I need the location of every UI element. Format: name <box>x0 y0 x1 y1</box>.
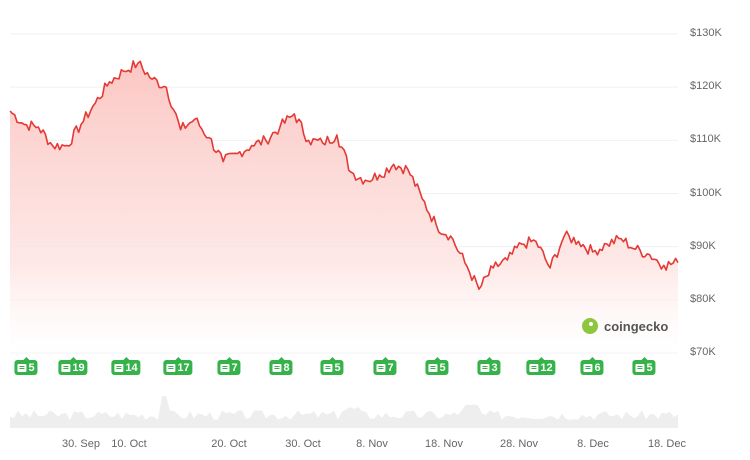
marker-count: 8 <box>283 361 290 374</box>
newspaper-icon <box>323 363 333 372</box>
x-tick-label: 30. Sep <box>62 438 100 450</box>
news-marker-badge[interactable]: 14 <box>111 357 141 375</box>
news-marker-badge[interactable]: 17 <box>163 357 193 375</box>
news-marker-badge[interactable]: 12 <box>526 357 556 375</box>
marker-count: 12 <box>540 361 553 374</box>
news-marker-badge[interactable]: 19 <box>58 357 88 375</box>
news-marker-badge[interactable]: 8 <box>269 357 293 375</box>
marker-count: 7 <box>387 361 394 374</box>
marker-count: 5 <box>646 361 653 374</box>
newspaper-icon <box>17 363 27 372</box>
y-tick-label: $110K <box>690 133 721 146</box>
x-tick-label: 8. Nov <box>356 438 388 450</box>
price-area-fill <box>10 60 678 354</box>
news-marker-badge[interactable]: 7 <box>217 357 241 375</box>
x-tick-label: 8. Dec <box>577 438 609 450</box>
x-tick-label: 10. Oct <box>111 438 147 450</box>
marker-count: 5 <box>439 361 446 374</box>
marker-count: 14 <box>125 361 138 374</box>
newspaper-icon <box>272 363 282 372</box>
marker-count: 6 <box>594 361 601 374</box>
newspaper-icon <box>635 363 645 372</box>
news-marker-badge[interactable]: 5 <box>320 357 344 375</box>
x-tick-label: 18. Dec <box>648 438 686 450</box>
news-marker-badge[interactable]: 5 <box>14 357 38 375</box>
marker-count: 3 <box>491 361 498 374</box>
news-marker-badge[interactable]: 6 <box>580 357 604 375</box>
marker-count: 19 <box>72 361 85 374</box>
x-tick-label: 18. Nov <box>425 438 463 450</box>
coingecko-watermark: coingecko <box>582 318 668 334</box>
newspaper-icon <box>61 363 71 372</box>
marker-count: 7 <box>231 361 238 374</box>
newspaper-icon <box>220 363 230 372</box>
news-marker-badge[interactable]: 5 <box>425 357 449 375</box>
news-marker-badge[interactable]: 3 <box>477 357 501 375</box>
y-tick-label: $130K <box>690 27 722 39</box>
y-tick-label: $90K <box>690 239 716 252</box>
x-tick-label: 20. Oct <box>211 438 247 450</box>
newspaper-icon <box>529 363 539 372</box>
marker-count: 17 <box>177 361 190 374</box>
volume-area <box>10 396 678 428</box>
y-tick-label: $120K <box>690 80 722 93</box>
marker-count: 5 <box>28 361 35 374</box>
news-marker-badge[interactable]: 7 <box>373 357 397 375</box>
y-tick-label: $70K <box>690 346 716 358</box>
gecko-logo-icon <box>582 318 598 334</box>
y-tick-label: $100K <box>690 186 722 199</box>
y-tick-label: $80K <box>690 292 716 305</box>
newspaper-icon <box>376 363 386 372</box>
newspaper-icon <box>583 363 593 372</box>
price-line <box>9 60 679 290</box>
newspaper-icon <box>428 363 438 372</box>
news-marker-badge[interactable]: 5 <box>632 357 656 375</box>
newspaper-icon <box>114 363 124 372</box>
newspaper-icon <box>480 363 490 372</box>
marker-count: 5 <box>334 361 341 374</box>
x-tick-label: 28. Nov <box>500 438 538 450</box>
brand-name: coingecko <box>604 318 669 334</box>
newspaper-icon <box>166 363 176 372</box>
x-tick-label: 30. Oct <box>285 438 321 450</box>
